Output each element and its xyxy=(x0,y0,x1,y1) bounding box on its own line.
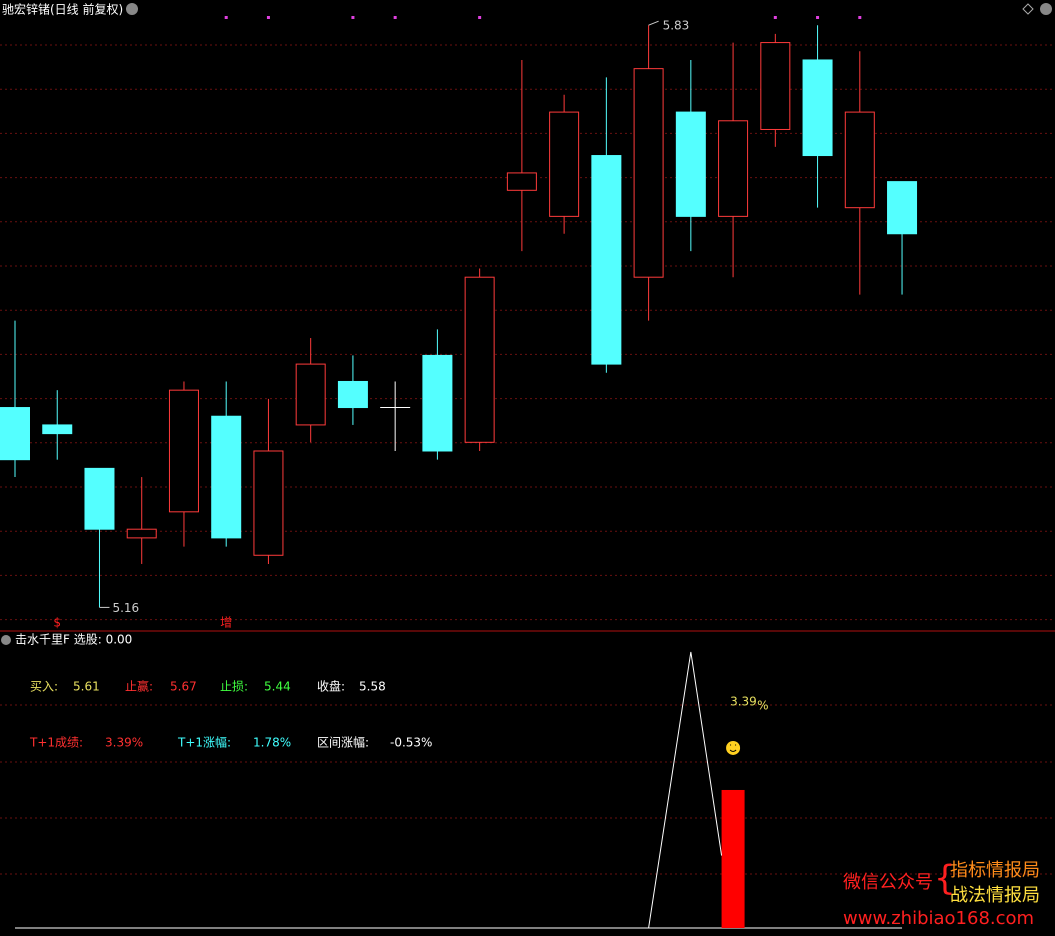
stat-label: 止赢: xyxy=(125,679,153,694)
stat-value: -0.53% xyxy=(390,736,432,750)
menu-icon[interactable] xyxy=(126,3,138,15)
candle-body xyxy=(760,42,791,130)
candle-body xyxy=(464,276,495,443)
candle-body xyxy=(506,172,537,191)
stat-label: 收盘: xyxy=(317,679,345,694)
signal-marker: 增 xyxy=(220,616,232,630)
candle-body xyxy=(549,111,580,217)
chart-title: 驰宏锌锗(日线 前复权) xyxy=(2,2,123,17)
bar-annotation: 3.39 xyxy=(730,694,757,708)
signal-marker: $ xyxy=(53,616,61,630)
bar-annotation-unit: % xyxy=(757,698,768,712)
candle-body xyxy=(422,354,453,452)
bar xyxy=(721,789,745,928)
stat-label: 止损: xyxy=(220,680,248,694)
candle-body xyxy=(0,407,30,461)
stat-value: 5.44 xyxy=(264,680,291,694)
stat-label: T+1成绩: xyxy=(29,736,83,750)
signal-dot xyxy=(816,16,820,19)
diamond-icon[interactable] xyxy=(1022,3,1034,15)
stat-label: 区间涨幅: xyxy=(317,735,369,750)
signal-dot xyxy=(393,16,397,19)
signal-dot xyxy=(266,16,270,19)
signal-dot xyxy=(858,16,862,19)
stat-value: 3.39% xyxy=(105,736,143,750)
stat-value: 5.58 xyxy=(359,680,386,694)
candle-body xyxy=(42,424,73,435)
plot: 5.83 5.16 $ 增 3.39 % 买入: 5.61 止赢: 5.67 止损: 5.44 收盘: 5… xyxy=(0,16,918,929)
candle-body xyxy=(295,363,326,426)
watermark-text: 战法情报局 xyxy=(950,885,1040,906)
signal-dot xyxy=(224,16,228,19)
candle-body xyxy=(887,181,918,235)
candle-body xyxy=(211,415,242,539)
stat-label: 买入: xyxy=(30,680,58,694)
smiley-face xyxy=(729,744,737,752)
high-label: 5.83 xyxy=(663,19,690,33)
watermark-url: www.zhibiao168.com xyxy=(843,908,1034,929)
signal-dot xyxy=(773,16,777,19)
menu-icon[interactable] xyxy=(1,635,11,645)
candle-body xyxy=(337,380,368,409)
candle-body xyxy=(591,155,622,365)
low-label: 5.16 xyxy=(112,601,139,615)
candle-body xyxy=(168,389,199,513)
stat-value: 5.67 xyxy=(170,680,197,694)
candle-body xyxy=(84,467,115,530)
leader xyxy=(648,20,659,26)
watermark: 微信公众号 { 指标情报局 战法情报局 www.zhibiao168.com xyxy=(843,859,1040,930)
stat-value: 1.78% xyxy=(253,736,291,750)
signal-dot xyxy=(478,16,482,19)
stat-value: 5.61 xyxy=(73,680,100,694)
candle-body xyxy=(253,450,284,556)
watermark-text: 微信公众号 xyxy=(843,872,933,893)
candle-body xyxy=(844,111,875,209)
menu-icon[interactable] xyxy=(1040,3,1052,15)
signal-dot xyxy=(351,16,355,19)
candle-body xyxy=(633,68,664,278)
brace: { xyxy=(934,859,956,899)
candle-body xyxy=(675,111,706,217)
stat-label: T+1涨幅: xyxy=(177,735,231,750)
panel-title: 击水千里F 选股: 0.00 xyxy=(15,633,132,647)
indicator-line xyxy=(15,651,723,929)
candle-body xyxy=(718,120,749,217)
smiley xyxy=(726,740,741,755)
candle-body xyxy=(126,528,157,539)
candle-body xyxy=(802,59,833,157)
watermark-text: 指标情报局 xyxy=(950,860,1040,881)
